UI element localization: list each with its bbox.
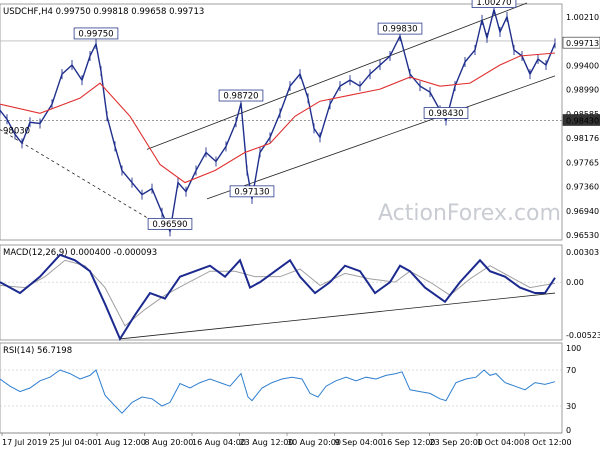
rsi-ytick-label: 0	[566, 426, 571, 435]
rsi-title: RSI(14) 56.7198	[3, 346, 72, 356]
price-annotation: 0.96590	[152, 220, 187, 230]
last-price-tag: 0.99713	[566, 39, 599, 48]
last-price-tag-box	[562, 36, 600, 49]
x-tick-label: 23 Sep 20:00	[430, 438, 483, 447]
price-ytick-label: 0.98176	[566, 134, 599, 143]
macd-title: MACD(12,26,9) 0.000400 -0.000093	[3, 248, 157, 258]
dashed-trend-line	[0, 129, 171, 232]
rsi-frame	[0, 342, 563, 434]
x-tick-label: 16 Aug 04:00	[192, 438, 246, 447]
price-annotation-box	[377, 22, 423, 35]
macd-ytick-label: -0.005236	[566, 331, 600, 340]
channel-line	[206, 75, 556, 200]
price-annotation: 0.99750	[78, 29, 113, 39]
price-annotation-box	[423, 107, 469, 119]
price-ytick-label: 0.97360	[566, 183, 599, 192]
price-annotation-box	[218, 89, 264, 102]
macd-frame	[0, 244, 563, 341]
x-tick-label: 30 Aug 20:00	[287, 438, 341, 447]
price-annotation: 0.97130	[234, 187, 269, 197]
price-ytick-label: 1.00210	[566, 13, 599, 22]
x-tick-label: 25 Jul 04:00	[50, 438, 98, 447]
macd-trend-line	[119, 292, 556, 340]
rsi-panel: RSI(14) 56.7198 100 70 30 0	[0, 342, 581, 435]
rsi-ytick-label: 30	[566, 402, 576, 411]
x-tick-label: 8 Aug 20:00	[145, 438, 194, 447]
x-tick-label: 16 Sep 12:00	[382, 438, 435, 447]
rsi-ytick-label: 70	[566, 366, 576, 375]
x-tick-label: 8 Oct 12:00	[525, 438, 572, 447]
price-annotation-box	[73, 27, 119, 40]
price-annotation: 0.99830	[382, 25, 417, 35]
price-title: USDCHF,H4 0.99750 0.99818 0.99658 0.9971…	[3, 7, 204, 17]
x-tick-label: 23 Aug 12:00	[240, 438, 294, 447]
macd-ytick-label: 0.00	[566, 278, 584, 287]
x-tick-label: 9 Sep 04:00	[335, 438, 383, 447]
rsi-line	[0, 369, 556, 414]
x-tick-label: 17 Jul 2019	[2, 438, 47, 447]
price-series-line	[0, 9, 556, 234]
x-tick-label: 1 Aug 12:00	[97, 438, 146, 447]
price-ytick-label: 0.96940	[566, 207, 599, 216]
price-annotation: 0.98430	[428, 109, 463, 119]
x-tick-label: 1 Oct 04:00	[477, 438, 524, 447]
price-annotation: 1.00270	[476, 0, 511, 8]
price-frame	[0, 3, 563, 241]
watermark: ActionForex.com	[378, 201, 561, 226]
price-ytick-label: 0.97765	[566, 158, 599, 167]
price-ytick-label: 0.96530	[566, 231, 599, 240]
time-axis: 17 Jul 2019 25 Jul 04:00 1 Aug 12:008 Aug …	[0, 432, 572, 447]
macd-ytick-label: 0.00303	[566, 248, 599, 257]
price-ytick-label: 0.98990	[566, 86, 599, 95]
price-annotation-box	[229, 185, 275, 198]
price-panel: USDCHF,H4 0.99750 0.99818 0.99658 0.9971…	[0, 0, 600, 241]
ref-level-tag-box	[562, 114, 600, 126]
macd-panel: MACD(12,26,9) 0.000400 -0.000093 0.00303 0…	[0, 244, 600, 342]
price-ytick-label: 0.99400	[566, 61, 599, 70]
price-annotation-box	[147, 217, 193, 230]
channel-line	[146, 2, 528, 150]
price-annotation: 0.98720	[223, 92, 258, 102]
left-clipped-label: 98030	[3, 127, 30, 137]
moving-average-line	[0, 52, 556, 184]
rsi-ytick-label: 100	[566, 344, 581, 353]
price-annotation-box	[471, 0, 517, 9]
macd-line	[0, 253, 556, 342]
ref-level-tag: 0.98430	[566, 116, 599, 125]
